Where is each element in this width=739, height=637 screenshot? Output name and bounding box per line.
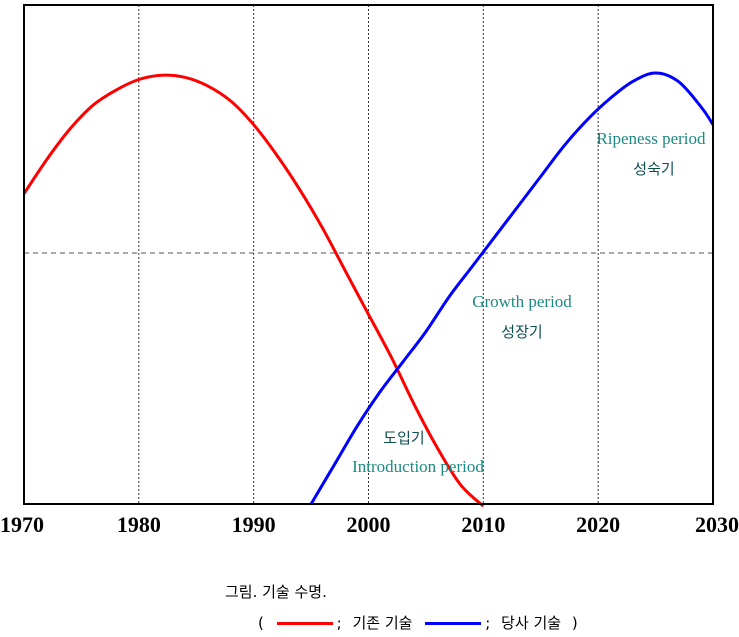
series-line-existing-tech [22, 73, 485, 508]
x-tick-label-2030: 2030 [695, 512, 739, 537]
annotation-ripeness-ko: 성숙기 [633, 160, 674, 178]
x-tick-label-2020: 2020 [576, 512, 620, 537]
series-line-our-tech [309, 71, 715, 505]
annotation-ripeness-en: Ripeness period [596, 129, 706, 148]
legend: ( ; 기존 기술 ; 당사 기술 ) [258, 612, 578, 633]
grid-lines [138, 5, 599, 504]
x-tick-label-2000: 2000 [347, 512, 391, 537]
legend-label-existing-tech: 기존 기술 [352, 614, 413, 632]
annotation-introduction-en: Introduction period [352, 457, 484, 476]
figure-title: 그림. 기술 수명. [225, 583, 327, 601]
legend-separator-2: ; [485, 614, 491, 632]
x-tick-label-1980: 1980 [117, 512, 161, 537]
x-axis-ticks: 1970 1980 1990 2000 2010 2020 2030 [0, 512, 739, 537]
legend-swatch-our-tech [425, 622, 482, 625]
legend-swatch-existing-tech [276, 622, 333, 625]
legend-label-our-tech: 당사 기술 [501, 614, 562, 632]
legend-separator-1: ; [336, 614, 342, 632]
annotation-growth-ko: 성장기 [501, 323, 542, 341]
annotation-growth-en: Growth period [472, 292, 572, 311]
x-tick-label-1970: 1970 [0, 512, 44, 537]
x-tick-label-1990: 1990 [232, 512, 276, 537]
x-tick-label-2010: 2010 [461, 512, 505, 537]
legend-open-paren: ( [258, 614, 264, 632]
plot-frame [23, 4, 714, 505]
legend-close-paren: ) [571, 614, 578, 632]
technology-lifecycle-chart: 1970 1980 1990 2000 2010 2020 2030 Ripeness pe… [0, 4, 739, 537]
annotation-introduction-ko: 도입기 [383, 429, 424, 447]
